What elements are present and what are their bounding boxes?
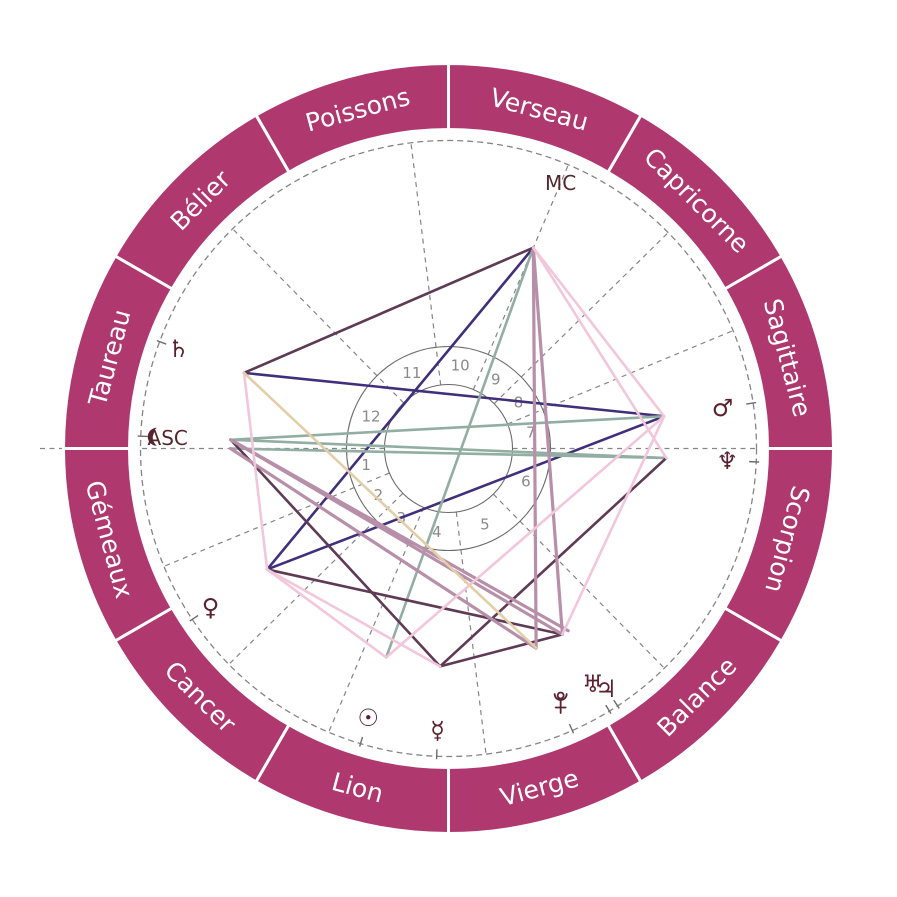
house-number-10: 10 — [451, 357, 470, 375]
house-number-4: 4 — [432, 523, 442, 541]
aspect-line-venus-mars — [265, 414, 666, 571]
sign-segment-belier — [113, 113, 292, 292]
aspect-line-asc-pluto — [228, 446, 538, 650]
aspect-line-saturn-pluto — [242, 371, 538, 650]
planet-tick-saturn — [156, 339, 167, 345]
aspect-line-mercury-uranus — [438, 633, 564, 668]
planet-symbol-pluto — [553, 691, 568, 714]
house-number-5: 5 — [480, 515, 490, 533]
aspect-line-mc-neptune — [532, 246, 668, 460]
aspect-line-mc-venus — [265, 246, 535, 571]
house-cusp-12 — [232, 228, 405, 404]
sign-segment-scorpion — [722, 447, 836, 644]
house-circle-inner — [383, 383, 514, 514]
aspect-line-moon-mercury — [229, 438, 442, 668]
house-number-7: 7 — [526, 423, 536, 441]
planet-symbol-moon — [147, 427, 157, 446]
planet-tick-venus — [189, 614, 199, 622]
house-cusp-5 — [455, 511, 487, 755]
aspect-line-sun-mars — [384, 414, 666, 659]
asc-label: ASC — [148, 426, 188, 450]
aspect-line-asc-neptune — [229, 447, 668, 460]
sign-segment-poissons — [253, 61, 450, 175]
house-number-1: 1 — [361, 456, 371, 474]
aspect-line-moon-mars — [229, 414, 666, 442]
aspect-line-moon-neptune — [229, 438, 668, 460]
aspect-line-mc-mars — [532, 246, 666, 418]
planet-tick-jupiter — [613, 699, 620, 709]
sign-segment-taureau — [61, 253, 175, 450]
planet-symbol-sun: ☉ — [357, 704, 379, 732]
planet-symbol-saturn: ♄ — [168, 335, 190, 363]
house-cusp-10 — [472, 164, 569, 390]
aspect-line-saturn-mars — [242, 371, 666, 418]
sign-segment-verseau — [447, 61, 644, 175]
planet-tick-pluto — [568, 723, 575, 734]
sign-segment-vierge — [447, 722, 644, 836]
aspect-line-venus-sun — [265, 568, 388, 659]
sign-segment-sagittaire — [722, 253, 836, 450]
aspect-line-saturn-mc — [242, 246, 535, 375]
house-number-11: 11 — [402, 364, 421, 382]
planet-symbol-jupiter: ♃ — [595, 675, 617, 703]
planet-tick-mars — [746, 401, 757, 405]
planet-symbol-mercury: ☿ — [430, 717, 445, 745]
aspect-line-moon-jupiter — [229, 438, 570, 633]
sign-segment-gemeaux — [61, 447, 175, 644]
house-number-12: 12 — [361, 407, 380, 425]
aspect-line-saturn-venus — [242, 371, 269, 571]
planet-tick-uranus — [605, 704, 612, 715]
planet-symbol-venus: ♀ — [202, 594, 220, 622]
planet-symbol-neptune: ♆ — [716, 447, 738, 475]
planet-symbol-uranus: ♅ — [582, 670, 604, 698]
house-number-6: 6 — [521, 472, 531, 490]
sign-segment-balance — [605, 605, 784, 784]
house-number-9: 9 — [491, 370, 501, 388]
aspect-line-mc-pluto — [531, 246, 538, 650]
aspect-line-venus-mercury — [265, 568, 442, 668]
aspect-line-venus-uranus — [265, 568, 564, 636]
house-circle-outer — [345, 345, 552, 552]
aspect-line-mc-uranus — [531, 246, 565, 636]
house-number-2: 2 — [374, 486, 384, 504]
house-cusp-6 — [492, 493, 665, 669]
house-cusp-2 — [163, 472, 390, 567]
planet-tick-sun — [358, 736, 364, 747]
house-cusp-11 — [410, 142, 442, 386]
aspect-line-mars-uranus — [561, 414, 666, 636]
sign-segment-cancer — [113, 605, 292, 784]
planet-symbol-mars: ♂ — [712, 394, 734, 422]
house-cusp-9 — [493, 232, 669, 405]
mc-label: MC — [545, 171, 576, 195]
sign-segment-lion — [253, 722, 450, 836]
outer-dashed-circle — [139, 139, 758, 758]
